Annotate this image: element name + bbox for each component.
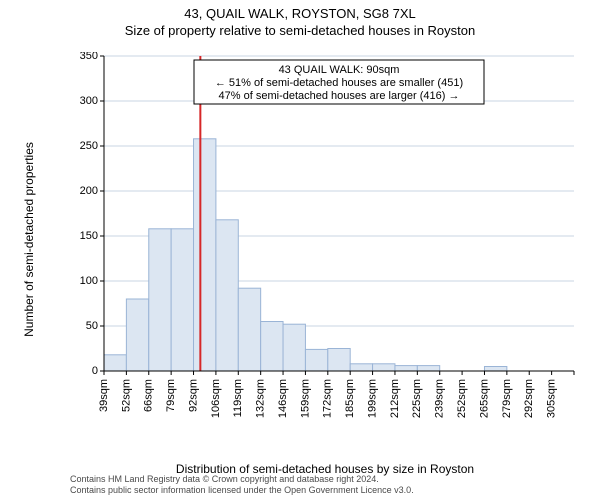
histogram-svg: 0 50 100 150 200 250 300 350 39sqm 52sqm 66sqm 79sq… (70, 52, 580, 427)
svg-text:132sqm: 132sqm (255, 379, 267, 418)
svg-text:350: 350 (80, 52, 98, 62)
chart-container: 43, QUAIL WALK, ROYSTON, SG8 7XL Size of… (0, 0, 600, 500)
footer-line-1: Contains HM Land Registry data © Crown c… (70, 474, 588, 485)
svg-text:146sqm: 146sqm (277, 379, 289, 418)
svg-text:92sqm: 92sqm (187, 379, 199, 412)
svg-text:79sqm: 79sqm (165, 379, 177, 412)
svg-text:50: 50 (86, 320, 98, 332)
svg-text:119sqm: 119sqm (232, 379, 244, 417)
svg-text:← 51% of semi-detached houses: ← 51% of semi-detached houses are smalle… (215, 77, 463, 89)
svg-text:100: 100 (80, 275, 98, 287)
footer-line-2: Contains public sector information licen… (70, 485, 588, 496)
page-title: 43, QUAIL WALK, ROYSTON, SG8 7XL (0, 0, 600, 21)
footer-attrib: Contains HM Land Registry data © Crown c… (0, 474, 600, 500)
svg-text:212sqm: 212sqm (389, 379, 401, 418)
svg-text:252sqm: 252sqm (456, 379, 468, 418)
svg-text:200: 200 (80, 185, 98, 197)
svg-text:43 QUAIL WALK: 90sqm: 43 QUAIL WALK: 90sqm (279, 64, 400, 76)
page-subtitle: Size of property relative to semi-detach… (0, 21, 600, 38)
plot-area: 0 50 100 150 200 250 300 350 39sqm 52sqm 66sqm 79sq… (70, 52, 580, 427)
svg-text:66sqm: 66sqm (143, 379, 155, 412)
svg-text:106sqm: 106sqm (210, 379, 222, 418)
svg-text:52sqm: 52sqm (120, 379, 132, 412)
svg-text:47% of semi-detached houses ar: 47% of semi-detached houses are larger (… (219, 90, 460, 102)
svg-text:199sqm: 199sqm (366, 379, 378, 418)
svg-text:39sqm: 39sqm (98, 379, 110, 412)
svg-text:250: 250 (80, 140, 98, 152)
svg-text:150: 150 (80, 230, 98, 242)
svg-text:239sqm: 239sqm (434, 379, 446, 418)
svg-text:300: 300 (80, 95, 98, 107)
svg-text:305sqm: 305sqm (546, 379, 558, 418)
svg-text:185sqm: 185sqm (344, 379, 356, 418)
y-axis-label: Number of semi-detached properties (22, 52, 42, 427)
svg-text:292sqm: 292sqm (523, 379, 535, 418)
svg-text:265sqm: 265sqm (478, 379, 490, 418)
svg-text:172sqm: 172sqm (322, 379, 334, 418)
svg-text:159sqm: 159sqm (299, 379, 311, 418)
svg-text:279sqm: 279sqm (501, 379, 513, 418)
svg-text:225sqm: 225sqm (411, 379, 423, 418)
svg-text:0: 0 (92, 365, 98, 377)
